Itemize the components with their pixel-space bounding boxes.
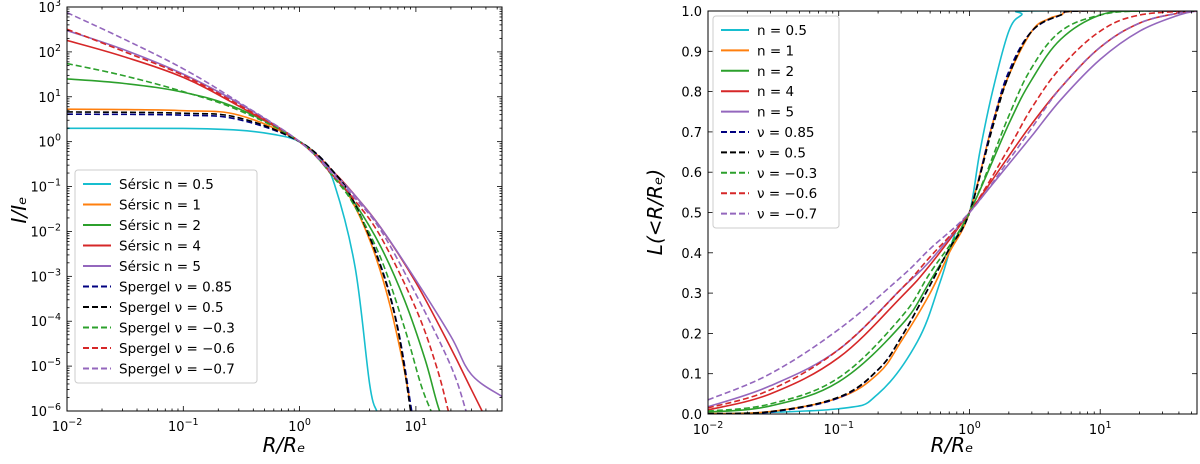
left-y-tick-label: 10−3 [30,267,61,285]
left-legend-label: Sérsic n = 0.5 [119,177,214,193]
right-legend-label: ν = 0.85 [757,125,815,141]
right-y-tick-label: 1.0 [681,5,702,20]
left-legend-label: Spergel ν = 0.5 [119,300,224,316]
left-series-line-8 [67,28,450,411]
left-legend-box [74,169,258,384]
left-legend-label: Sérsic n = 5 [119,259,201,275]
left-y-tick-label: 102 [38,43,61,61]
right-y-tick-label: 0.7 [681,126,702,141]
left-legend-label: Sérsic n = 2 [119,218,201,234]
right-y-tick-label: 0.9 [681,45,702,60]
left-y-tick-label: 100 [38,133,61,151]
right-y-tick-label: 0.5 [681,207,702,222]
left-y-tick-label: 10−1 [30,178,61,196]
right-legend-label: ν = 0.5 [757,145,806,161]
right-x-tick-label: 100 [958,420,981,438]
left-axes-frame [66,6,503,412]
left-legend-label: Spergel ν = −0.6 [119,341,235,357]
right-y-axis-label: L(<R/Rₑ) [643,169,667,255]
right-series-line-8 [708,11,1197,409]
right-legend-label: ν = −0.3 [757,166,817,182]
left-legend-label: Spergel ν = −0.7 [119,362,235,378]
right-legend-label: ν = −0.6 [757,186,817,202]
right-series-line-6 [708,11,1197,414]
right-series-line-3 [708,11,1197,411]
right-x-tick-label: 101 [1089,420,1112,438]
left-y-tick-label: 10−5 [30,357,61,375]
left-legend-label: Sérsic n = 1 [119,198,201,214]
right-legend-box [712,15,840,229]
left-y-tick-label: 10−6 [30,402,61,420]
right-y-tick-label: 0.6 [681,166,702,181]
right-x-axis-label: R/Rₑ [931,433,974,457]
left-x-tick-label: 10−1 [168,417,199,435]
right-series-line-9 [708,11,1197,401]
right-plot: 10−2 10−1 100 101 0.0 0.1 0.2 0.3 0.4 0.5 0.6 0.7 0.… [643,5,1198,457]
right-legend-label: n = 1 [757,43,794,59]
right-legend-label: n = 0.5 [757,23,807,39]
right-y-tick-label: 0.8 [681,86,702,101]
left-series-line-1 [67,108,411,399]
left-x-tick-label: 10−2 [52,417,83,435]
left-y-tick-label: 10−2 [30,222,61,240]
right-series-line-4 [708,11,1197,408]
right-x-tick-label: 10−2 [693,420,724,438]
left-x-axis-label: R/Rₑ [263,433,306,457]
right-legend-label: n = 5 [757,105,794,121]
left-y-tick-label: 10−4 [30,312,61,330]
left-legend-label: Spergel ν = −0.3 [119,321,235,337]
left-x-tick-label: 100 [288,417,311,435]
right-legend-label: ν = −0.7 [757,207,817,223]
right-legend-label: n = 4 [757,84,794,100]
left-y-axis-label: I/Iₑ [7,197,31,224]
right-y-tick-label: 0.0 [681,408,702,423]
left-legend-label: Spergel ν = 0.85 [119,280,232,296]
left-y-tick-label: 101 [38,88,61,106]
right-x-tick-label: 10−1 [823,420,854,438]
left-x-tick-label: 101 [405,417,428,435]
right-y-tick-label: 0.1 [681,368,702,383]
left-series-group [67,11,502,411]
right-y-tick-label: 0.2 [681,327,702,342]
right-y-tick-label: 0.3 [681,287,702,302]
left-plot: 10−2 10−1 100 101 10−6 10−5 10−4 10−3 10−2 10−1 10… [7,0,503,457]
left-series-line-6 [67,111,412,411]
right-legend-label: n = 2 [757,64,794,80]
right-y-tick-label: 0.4 [681,247,702,262]
left-series-line-9 [67,11,467,411]
left-y-tick-label: 103 [38,0,61,16]
left-series-line-7 [67,62,432,411]
left-legend-label: Sérsic n = 4 [119,239,201,255]
